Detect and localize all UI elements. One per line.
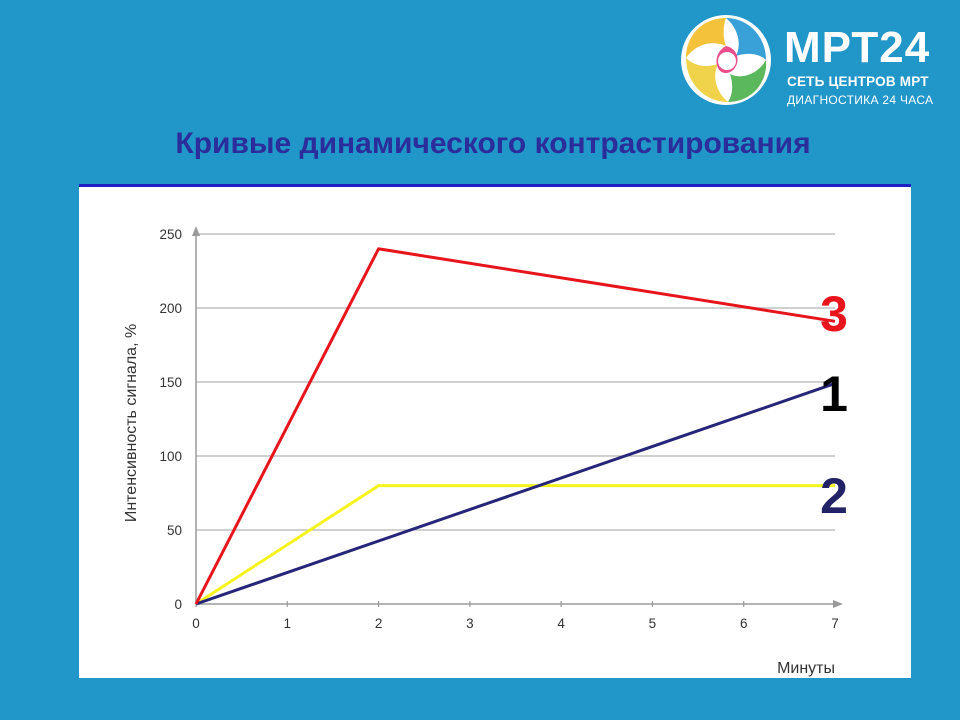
y-tick-label: 200 (159, 301, 182, 316)
x-tick-label: 6 (740, 616, 748, 631)
brand-tagline-2: ДИАГНОСТИКА 24 ЧАСА (787, 93, 934, 107)
brand-logo: МРТ24 СЕТЬ ЦЕНТРОВ МРТ ДИАГНОСТИКА 24 ЧА… (678, 12, 948, 108)
y-axis-label: Интенсивность сигнала, % (123, 324, 140, 522)
series-label-1: 1 (820, 366, 848, 422)
y-tick-label: 100 (159, 449, 182, 464)
x-tick-label: 3 (466, 616, 474, 631)
mrt24-swirl-logo-icon (681, 15, 771, 105)
title-divider (79, 184, 911, 187)
x-tick-label: 5 (649, 616, 657, 631)
series-line-3 (194, 247, 836, 605)
page-title: Кривые динамического контрастирования (175, 127, 811, 160)
y-tick-label: 150 (159, 375, 182, 390)
y-tick-label: 0 (174, 597, 182, 612)
series-line-2 (195, 484, 835, 606)
series-label-2: 2 (820, 468, 848, 524)
y-tick-label: 250 (159, 227, 182, 242)
x-axis-label: Минуты (777, 660, 835, 677)
line-chart: 0 1 2 3 4 5 6 7 0 50 100 150 200 250 Интенсивность сиг… (123, 226, 848, 677)
x-tick-label: 2 (375, 616, 383, 631)
x-tick-label: 1 (284, 616, 292, 631)
brand-tagline-1: СЕТЬ ЦЕНТРОВ МРТ (787, 74, 929, 89)
x-tick-label: 7 (831, 616, 839, 631)
series-label-3: 3 (820, 286, 848, 342)
y-axis-arrow (192, 226, 200, 236)
series-line-1 (195, 382, 836, 606)
brand-name: МРТ24 (784, 23, 931, 72)
chart-panel: 0 1 2 3 4 5 6 7 0 50 100 150 200 250 Интенсивность сиг… (79, 187, 911, 678)
x-tick-label: 4 (557, 616, 565, 631)
y-tick-label: 50 (167, 523, 182, 538)
x-tick-label: 0 (192, 616, 200, 631)
